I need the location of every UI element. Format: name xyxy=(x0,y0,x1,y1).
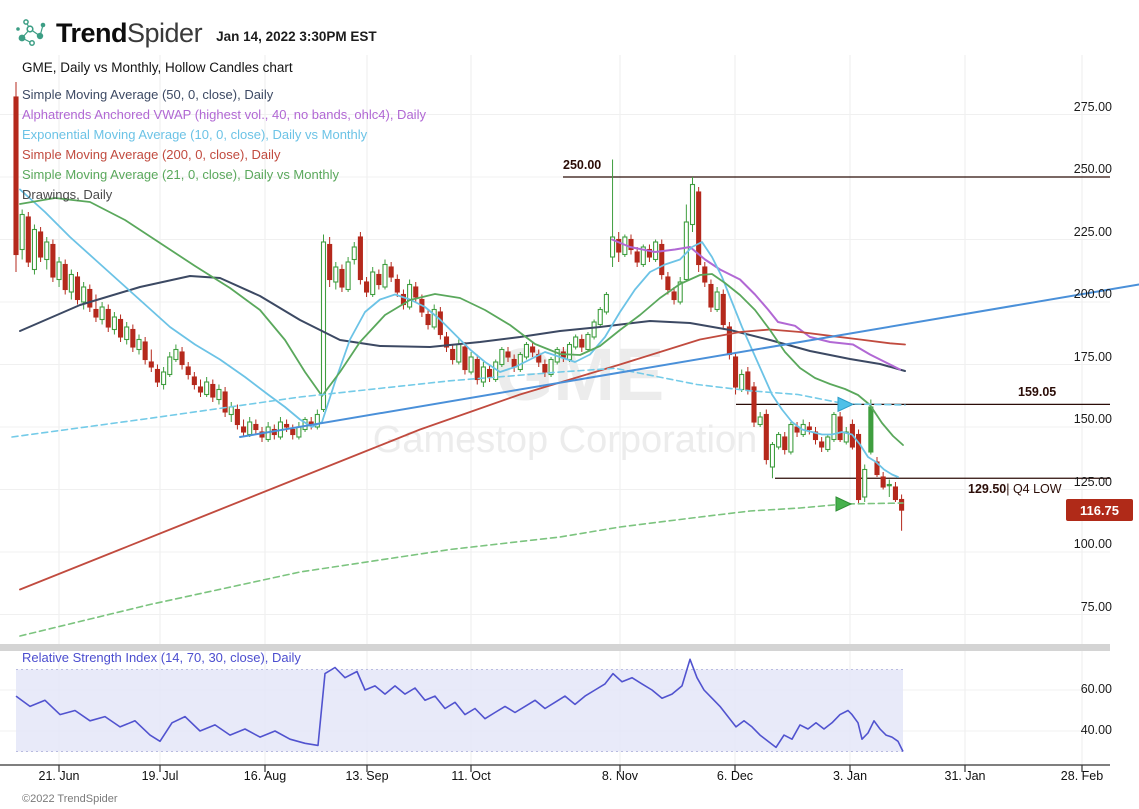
ema10-monthly-line[interactable] xyxy=(11,367,906,438)
x-axis-line xyxy=(0,764,1110,772)
ema10-daily-line[interactable] xyxy=(19,188,899,478)
date-label-6Dec: 6. Dec xyxy=(716,769,754,783)
rsi-line[interactable] xyxy=(15,658,904,752)
date-label-8Nov: 8. Nov xyxy=(601,769,639,783)
sma50-daily-line[interactable] xyxy=(19,275,906,372)
date-label-21Jun: 21. Jun xyxy=(38,769,80,783)
date-label-11Oct: 11. Oct xyxy=(451,769,491,783)
date-label-28Feb: 28. Feb xyxy=(1060,769,1104,783)
price-label-275.00: 275.00 xyxy=(1073,99,1112,114)
app-header: TrendSpider Jan 14, 2022 3:30PM EST xyxy=(14,16,377,50)
price-label-200.00: 200.00 xyxy=(1073,287,1112,301)
trendspider-molecule-icon xyxy=(16,19,46,46)
svg-text:Gamestop Corporation: Gamestop Corporation xyxy=(373,419,757,461)
date-label-31Jan: 31. Jan xyxy=(944,769,986,783)
level-label-159.05: 159.05 xyxy=(1018,385,1057,400)
price-label-100.00: 100.00 xyxy=(1073,537,1112,551)
gridlines xyxy=(0,55,1110,765)
blue-right-arrow[interactable] xyxy=(837,396,855,413)
price-label-225.00: 225.00 xyxy=(1073,224,1112,239)
date-label-3Jan: 3. Jan xyxy=(832,769,868,783)
sma21-monthly-line[interactable] xyxy=(19,502,904,637)
copyright-text: ©2022 TrendSpider xyxy=(22,793,118,805)
level-label-250.00: 250.00 xyxy=(563,158,602,172)
level-lines xyxy=(563,176,1110,479)
price-label-125.00: 125.00 xyxy=(1073,474,1112,489)
legend-item-1[interactable]: Alphatrends Anchored VWAP (highest vol.,… xyxy=(22,107,426,122)
panel-separator[interactable] xyxy=(0,644,1110,651)
chart-datetime: Jan 14, 2022 3:30PM EST xyxy=(216,28,377,44)
trendline-drawing-line[interactable] xyxy=(239,283,1139,438)
level-label-129.50: 129.50| Q4 LOW xyxy=(968,482,1062,497)
legend-item-0[interactable]: Simple Moving Average (50, 0, close), Da… xyxy=(22,87,274,102)
candles-layer xyxy=(13,82,905,531)
legend-item-5[interactable]: Drawings, Daily xyxy=(22,187,113,202)
price-label-75.00: 75.00 xyxy=(1080,599,1112,614)
indicator-legend: Simple Moving Average (50, 0, close), Da… xyxy=(22,85,426,205)
trendspider-logo: TrendSpider xyxy=(56,17,203,48)
date-label-16Aug: 16. Aug xyxy=(243,769,287,783)
legend-item-2[interactable]: Exponential Moving Average (10, 0, close… xyxy=(22,127,368,142)
rsi-label-60.00: 60.00 xyxy=(1080,682,1112,696)
date-label-13Sep: 13. Sep xyxy=(345,769,389,783)
rsi-label-40.00: 40.00 xyxy=(1080,723,1112,737)
date-label-19Jul: 19. Jul xyxy=(141,769,179,783)
legend-item-4[interactable]: Simple Moving Average (21, 0, close), Da… xyxy=(22,167,339,182)
sma21-daily-line[interactable] xyxy=(19,197,904,446)
rsi-band xyxy=(16,669,903,752)
price-label-150.00: 150.00 xyxy=(1073,412,1112,426)
vwap-anchored-line[interactable] xyxy=(611,238,901,371)
price-label-175.00: 175.00 xyxy=(1073,349,1112,364)
last-price-badge: 116.75 xyxy=(1066,499,1133,522)
chart-title: GME, Daily vs Monthly, Hollow Candles ch… xyxy=(22,60,293,75)
sma200-daily-line[interactable] xyxy=(19,328,906,591)
rsi-legend-label[interactable]: Relative Strength Index (14, 70, 30, clo… xyxy=(22,650,301,665)
price-label-250.00: 250.00 xyxy=(1073,162,1112,176)
legend-item-3[interactable]: Simple Moving Average (200, 0, close), D… xyxy=(22,147,281,162)
green-right-arrow[interactable] xyxy=(835,496,853,512)
